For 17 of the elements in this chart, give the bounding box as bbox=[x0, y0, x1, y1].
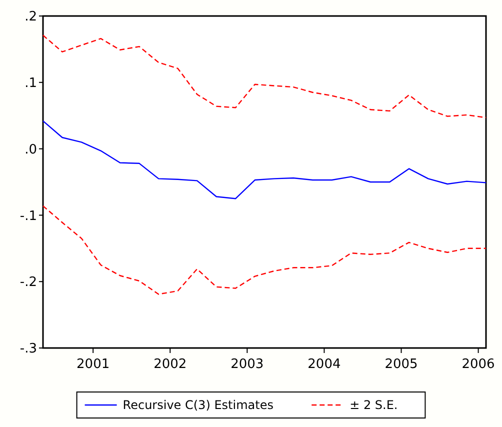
x-tick-label: 2004 bbox=[308, 357, 341, 372]
x-tick-label: 2002 bbox=[154, 357, 187, 372]
legend-label: Recursive C(3) Estimates bbox=[122, 398, 274, 412]
line-series bbox=[42, 34, 487, 118]
y-tick-label: .0 bbox=[24, 142, 37, 158]
y-tick-label: -.2 bbox=[20, 275, 37, 290]
x-tick-label: 2005 bbox=[384, 357, 418, 372]
y-tick-label: .1 bbox=[24, 76, 37, 91]
line-series bbox=[42, 120, 487, 200]
y-tick-label: -.3 bbox=[20, 342, 37, 357]
x-tick-label: 2003 bbox=[230, 357, 264, 372]
y-tick-label: .2 bbox=[24, 10, 37, 25]
y-tick-label: -.1 bbox=[20, 208, 37, 224]
legend-label: ± 2 S.E. bbox=[350, 398, 398, 412]
line-series bbox=[42, 205, 487, 295]
x-tick-label: 2006 bbox=[462, 357, 495, 372]
x-tick-label: 2001 bbox=[76, 357, 110, 372]
